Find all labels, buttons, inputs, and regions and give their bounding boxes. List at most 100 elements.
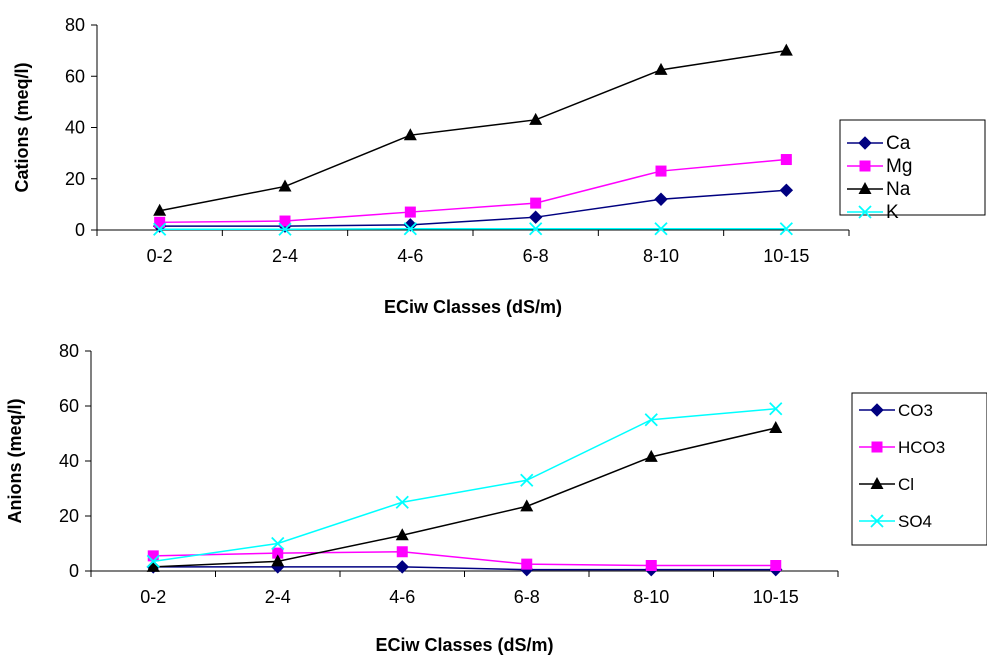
cations-data-point-k — [403, 222, 417, 236]
cations-data-point-k — [654, 222, 668, 236]
cations-y-tick-label: 80 — [65, 15, 85, 35]
anions-y-tick-label: 80 — [59, 341, 79, 361]
cations-data-point-mg — [154, 216, 166, 228]
anions-data-point-cl — [644, 449, 658, 462]
cations-chart: 0 20 40 60 80 0-2 2-4 4-6 6-8 8-10 10-15 ECiw Class… — [12, 15, 986, 317]
cations-data-point-ca — [403, 218, 418, 232]
anions-data-point-so4 — [146, 554, 160, 569]
cations-data-point-mg — [655, 165, 667, 177]
cations-data-point-k — [278, 222, 292, 236]
anions-legend-label-hco3: HCO3 — [898, 438, 945, 457]
cations-legend-label-na: Na — [886, 179, 911, 200]
cations-data-point-ca — [654, 192, 668, 206]
anions-series-line-co3 — [153, 566, 776, 571]
cations-series-k — [153, 222, 793, 236]
cations-data-point-na — [529, 112, 543, 125]
anions-x-tick-label: 8-10 — [633, 587, 669, 607]
cations-series-mg — [154, 154, 792, 228]
anions-y-tick-label: 0 — [69, 561, 79, 581]
anions-x-tick-label: 2-4 — [265, 587, 291, 607]
anions-legend-marker-so4 — [870, 514, 884, 528]
cations-data-point-na — [403, 128, 417, 141]
cations-x-tick-label: 2-4 — [272, 246, 298, 266]
anions-data-point-hco3 — [272, 547, 284, 559]
anions-legend: CO3 HCO3 Cl SO4 — [851, 392, 987, 546]
cations-data-point-na — [278, 179, 292, 192]
cations-y-tick-label: 60 — [65, 66, 85, 86]
cations-x-tick-label: 4-6 — [397, 246, 423, 266]
cations-data-point-mg — [404, 206, 416, 218]
cations-x-tick-label: 0-2 — [147, 246, 173, 266]
cations-legend-marker-mg — [859, 160, 871, 172]
anions-data-point-so4 — [395, 495, 409, 509]
cations-y-axis-title: Cations (meq/l) — [12, 62, 32, 192]
anions-data-point-so4 — [271, 536, 285, 551]
cations-series-line-mg — [159, 158, 787, 224]
anions-series-line-so4 — [153, 408, 776, 563]
anions-legend-label-cl: Cl — [898, 475, 914, 494]
cations-legend-marker-ca — [858, 136, 872, 150]
anions-data-point-hco3 — [521, 558, 533, 570]
anions-series-line-hco3 — [153, 550, 776, 567]
cations-data-point-na — [153, 203, 167, 216]
anions-data-point-hco3 — [645, 560, 657, 571]
cations-data-point-mg — [530, 197, 542, 209]
cations-legend-label-k: K — [886, 202, 899, 223]
anions-data-point-so4 — [769, 402, 783, 416]
anions-data-point-cl — [146, 559, 160, 572]
cations-y-tick-label: 0 — [75, 220, 85, 240]
cations-legend-marker-k — [858, 205, 872, 219]
anions-x-axis-title: ECiw Classes (dS/m) — [375, 635, 553, 655]
anions-legend-marker-cl — [870, 477, 884, 489]
anions-series-cl — [146, 421, 783, 572]
anions-legend-marker-co3 — [870, 403, 884, 417]
anions-x-tick-label: 6-8 — [514, 587, 540, 607]
cations-x-tick-label: 8-10 — [643, 246, 679, 266]
anions-data-point-so4 — [520, 473, 534, 487]
cations-data-point-na — [654, 62, 668, 75]
cations-series-line-ca — [159, 189, 787, 227]
anions-x-tick-label: 10-15 — [753, 587, 799, 607]
cations-series-line-na — [159, 49, 787, 212]
cations-data-point-mg — [780, 154, 792, 166]
cations-data-point-k — [529, 222, 543, 236]
anions-legend-label-co3: CO3 — [898, 401, 933, 420]
anions-chart: 0 20 40 60 80 0-2 2-4 4-6 6-8 8-10 10-15 ECiw Class… — [5, 341, 987, 655]
cations-data-point-ca — [528, 210, 543, 224]
anions-x-tick-label: 0-2 — [140, 587, 166, 607]
anions-legend-marker-hco3 — [871, 441, 883, 453]
anions-series-hco3 — [147, 546, 782, 571]
cations-y-tick-label: 40 — [65, 118, 85, 138]
cations-x-axis-title: ECiw Classes (dS/m) — [384, 297, 562, 317]
cations-legend-label-ca: Ca — [886, 133, 911, 154]
cations-data-point-k — [153, 222, 167, 236]
cations-series-na — [153, 43, 793, 216]
anions-y-tick-label: 20 — [59, 506, 79, 526]
anions-data-point-co3 — [395, 560, 409, 574]
anions-y-tick-label: 60 — [59, 396, 79, 416]
anions-data-point-hco3 — [770, 560, 782, 571]
anions-legend-label-so4: SO4 — [898, 512, 932, 531]
anions-data-point-cl — [271, 554, 285, 567]
anions-data-point-so4 — [644, 413, 658, 427]
cations-y-tick-label: 20 — [65, 169, 85, 189]
cations-data-point-mg — [279, 215, 291, 227]
anions-data-point-cl — [395, 528, 409, 541]
cations-x-tick-label: 6-8 — [523, 246, 549, 266]
anions-x-tick-label: 4-6 — [389, 587, 415, 607]
cations-data-point-ca — [779, 183, 794, 197]
anions-data-point-cl — [520, 499, 534, 512]
anions-y-axis-title: Anions (meq/l) — [5, 398, 25, 523]
anions-y-tick-label: 40 — [59, 451, 79, 471]
anions-series-so4 — [146, 402, 783, 569]
cations-x-tick-label: 10-15 — [763, 246, 809, 266]
anions-data-point-hco3 — [396, 546, 408, 558]
cations-data-point-na — [779, 43, 793, 56]
cations-legend-marker-na — [858, 182, 872, 194]
cations-data-point-k — [779, 222, 793, 236]
anions-data-point-hco3 — [147, 550, 159, 562]
cations-legend-label-mg: Mg — [886, 156, 912, 177]
anions-data-point-cl — [769, 421, 783, 433]
